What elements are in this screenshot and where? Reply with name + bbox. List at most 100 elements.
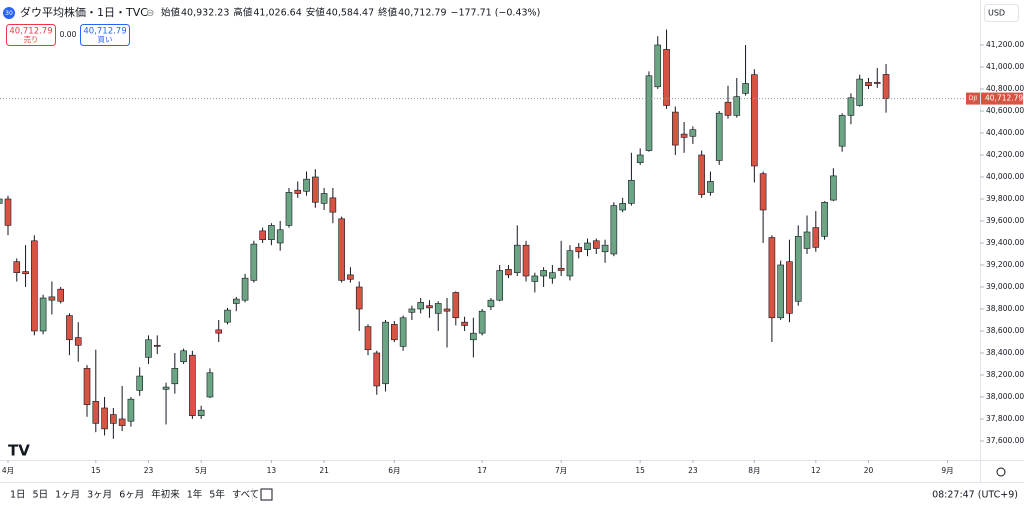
- candle-body: [461, 321, 468, 326]
- candle-body: [224, 309, 231, 323]
- candle-body: [601, 244, 609, 253]
- x-tick-label: 20: [864, 466, 874, 475]
- x-tick-label: 7月: [555, 466, 567, 475]
- candle-body: [821, 201, 828, 237]
- ohlc-legend: 始値 40,932.23 高値 41,026.64 安値 40,584.47 終値 40,71…: [161, 7, 540, 19]
- range-button[interactable]: 5日: [33, 490, 49, 501]
- candle-body: [338, 218, 345, 281]
- candle-body: [592, 240, 600, 249]
- y-tick-label: 40,200.00: [986, 150, 1024, 159]
- candle-body: [189, 354, 196, 416]
- y-tick-label: 38,400.00: [986, 348, 1024, 357]
- y-tick-label: 40,400.00: [986, 128, 1024, 137]
- x-tick-label: 23: [688, 466, 698, 475]
- ohlc-label: 安値: [306, 7, 326, 19]
- candle-body: [382, 321, 389, 385]
- candle-body: [127, 398, 135, 422]
- candle-body: [110, 414, 117, 424]
- range-button[interactable]: 年初来: [151, 489, 180, 501]
- candle-body: [66, 315, 73, 341]
- candle-body: [364, 326, 372, 350]
- currency-box[interactable]: [984, 4, 1019, 22]
- candle-body: [715, 112, 723, 161]
- candle-body: [672, 111, 679, 146]
- y-tick-label: 38,200.00: [986, 370, 1024, 379]
- candle-body: [408, 308, 416, 313]
- candle-body: [443, 308, 451, 312]
- collapse[interactable]: ⊖: [146, 8, 154, 19]
- candle-body: [303, 178, 310, 192]
- range-button[interactable]: 3ヶ月: [87, 490, 112, 501]
- range-button[interactable]: 1年: [187, 489, 203, 501]
- x-tick-label: 6月: [388, 466, 400, 475]
- candle-body: [180, 350, 187, 363]
- candle-body: [610, 205, 618, 255]
- candle-body: [74, 337, 82, 346]
- sell-label: 売り: [24, 34, 39, 44]
- sell-price: 40,712.79: [9, 27, 52, 37]
- candle-body: [759, 173, 767, 211]
- range-button[interactable]: 6ヶ月: [119, 490, 144, 501]
- x-tick-label: 23: [144, 466, 154, 475]
- candle-body: [513, 244, 521, 273]
- x-tick-label: 8月: [748, 466, 760, 475]
- candle-body: [48, 296, 56, 301]
- y-tick-label: 39,600.00: [986, 216, 1024, 225]
- candle-body: [557, 267, 565, 271]
- candle-body: [751, 74, 758, 167]
- range-button[interactable]: すべて: [232, 490, 259, 501]
- change: −177.71 (−0.43%): [451, 8, 541, 19]
- candle-body: [803, 231, 811, 249]
- y-tick-label: 38,800.00: [986, 304, 1024, 313]
- candle-body: [294, 189, 302, 194]
- tv-logo[interactable]: TV: [8, 442, 30, 460]
- candle-body: [399, 317, 407, 347]
- range-button[interactable]: 1ヶ月: [55, 490, 80, 501]
- candle-body: [347, 274, 354, 280]
- x-tick-label: 17: [477, 466, 487, 475]
- sell-button[interactable]: [6, 24, 56, 46]
- candle-body: [680, 133, 688, 138]
- candle-body: [865, 82, 872, 86]
- candle-body: [22, 271, 29, 275]
- candle-body: [496, 270, 504, 301]
- buy-button[interactable]: [80, 24, 130, 46]
- x-tick-label: 12: [811, 466, 821, 475]
- x-tick-label: 21: [319, 466, 329, 475]
- candle-body: [259, 230, 266, 240]
- candle-body: [742, 83, 749, 94]
- range-button[interactable]: 5年: [209, 489, 225, 501]
- x-tick-label: 5月: [195, 466, 207, 475]
- y-tick-label: 40,600.00: [986, 106, 1024, 115]
- settings-icon[interactable]: [996, 467, 1006, 477]
- y-tick-label: 41,000.00: [986, 62, 1024, 71]
- range-button[interactable]: 1日: [10, 490, 26, 501]
- x-tick-label: 15: [91, 466, 101, 475]
- candle-body: [31, 240, 38, 332]
- y-tick-label: 38,600.00: [986, 326, 1024, 335]
- symbol-icon[interactable]: [3, 7, 15, 19]
- candle-body: [118, 418, 126, 426]
- y-tick-label: 37,600.00: [986, 436, 1024, 445]
- y-tick-label: 39,400.00: [986, 238, 1024, 247]
- candle-body: [171, 368, 179, 385]
- candle-body: [4, 198, 12, 226]
- candle-body: [57, 288, 64, 302]
- candle-body: [162, 386, 170, 390]
- candle-body: [812, 227, 820, 248]
- candle-body: [645, 75, 653, 151]
- y-tick-label: 37,800.00: [986, 414, 1024, 423]
- candle-body: [663, 49, 670, 106]
- candle-body: [478, 310, 486, 334]
- candle-body: [531, 275, 539, 282]
- candle-body: [689, 129, 697, 137]
- symbol-title[interactable]: ダウ平均株価・1日・TVC: [20, 5, 148, 19]
- candle-body: [241, 277, 249, 301]
- candle-body: [83, 368, 91, 405]
- ohlc-value: 40,712.79: [398, 8, 446, 19]
- ohlc-label: 高値: [233, 7, 253, 19]
- calendar-icon[interactable]: [260, 488, 273, 501]
- candle-body: [153, 344, 161, 347]
- candle-body: [698, 154, 705, 195]
